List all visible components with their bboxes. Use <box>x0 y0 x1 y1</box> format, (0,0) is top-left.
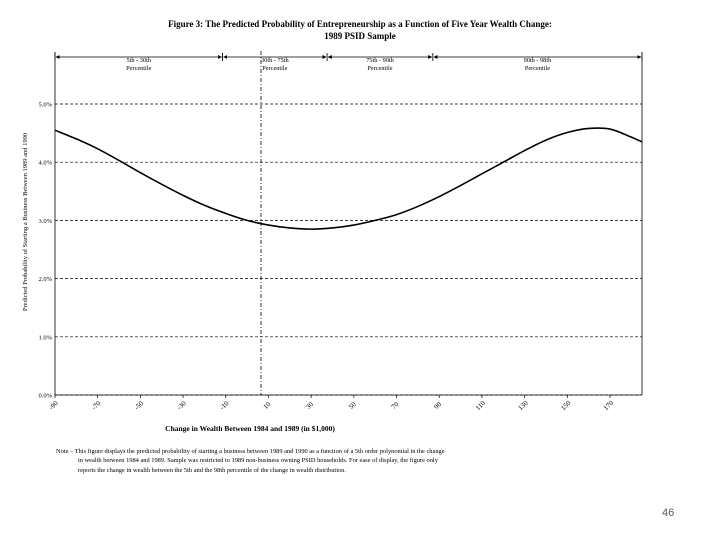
figure-note: Note – This figure displays the predicte… <box>56 447 576 475</box>
percentile-label-line-2: Percentile <box>262 65 287 72</box>
x-tick-label: 10 <box>262 400 273 411</box>
x-tick-label: -90 <box>47 399 60 412</box>
y-tick-label: 3.0% <box>38 218 52 225</box>
x-tick-label: 150 <box>559 399 572 412</box>
percentile-label-line-1: 75th - 90th <box>366 57 394 64</box>
x-tick-label: 110 <box>474 399 487 412</box>
y-tick-label: 2.0% <box>38 276 52 283</box>
percentile-label-line-2: Percentile <box>126 65 151 72</box>
x-tick-label: -50 <box>133 399 146 412</box>
percentile-label-line-1: 90th - 98th <box>524 57 552 64</box>
note-line-3: reports the change in wealth between the… <box>78 466 346 474</box>
axis-labels: Change in Wealth Between 1984 and 1989 (… <box>22 133 335 433</box>
series-group <box>54 127 643 230</box>
x-tick-label: -30 <box>176 399 189 412</box>
y-tick-label: 4.0% <box>38 160 52 167</box>
note-line-1: Note – This figure displays the predicte… <box>56 448 445 455</box>
chart-axes <box>54 52 643 398</box>
x-tick-label: -10 <box>218 399 231 412</box>
y-tick-label: 0.0% <box>38 393 52 400</box>
percentile-label-line-1: 5th - 30th <box>127 57 152 64</box>
note-line-2: in wealth between 1984 and 1989. Sample … <box>78 457 438 465</box>
y-tick-label: 5.0% <box>38 102 52 109</box>
x-tick-label: 70 <box>390 400 401 411</box>
x-tick-label: 50 <box>347 400 358 411</box>
x-tick-label: 30 <box>304 400 315 411</box>
x-tick-label: 170 <box>602 399 615 412</box>
percentile-label-line-1: 30th - 75th <box>261 57 289 64</box>
figure-title-line-1: Figure 3: The Predicted Probability of E… <box>168 19 552 29</box>
x-tick-label: 90 <box>433 400 444 411</box>
probability-series-line <box>54 127 643 230</box>
grid-lines <box>55 103 642 396</box>
x-tick-label: -70 <box>90 399 103 412</box>
figure-title-line-2: 1989 PSID Sample <box>324 31 396 41</box>
x-axis-label: Change in Wealth Between 1984 and 1989 (… <box>165 424 335 433</box>
y-tick-label: 1.0% <box>38 334 52 341</box>
y-axis-label: Predicted Probability of Starting a Busi… <box>22 133 29 311</box>
percentile-label-line-2: Percentile <box>367 65 392 72</box>
x-tick-label: 130 <box>517 399 530 412</box>
page-number: 46 <box>662 507 675 519</box>
percentile-label-line-2: Percentile <box>525 65 550 72</box>
